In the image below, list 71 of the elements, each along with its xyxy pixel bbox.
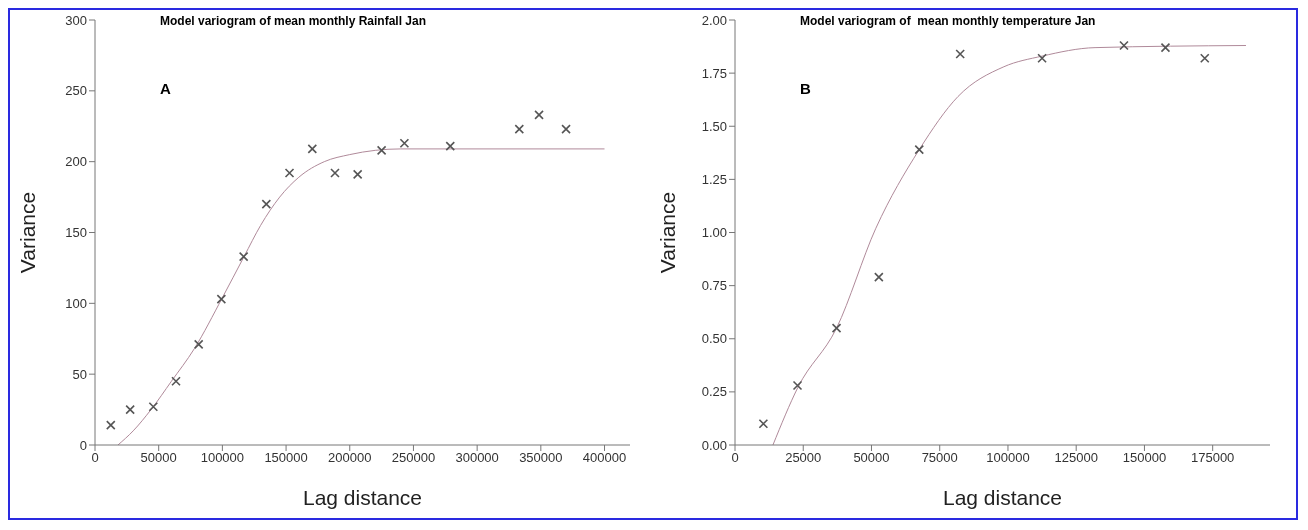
y-tick-label: 0.75 — [701, 278, 727, 294]
x-tick-label: 400000 — [582, 450, 627, 466]
y-tick-label: 150 — [65, 225, 87, 241]
y-tick-label: 0 — [79, 437, 87, 453]
x-tick-label: 175000 — [1190, 450, 1235, 466]
x-tick-label: 150000 — [1122, 450, 1167, 466]
point — [376, 145, 387, 156]
x-tick-label: 300000 — [455, 450, 499, 466]
point — [955, 49, 965, 59]
x-tick-label: 0 — [91, 450, 99, 466]
y-tick-label: 0.00 — [701, 437, 727, 453]
x-tick-label: 125000 — [1054, 450, 1098, 466]
point — [330, 168, 340, 178]
point — [758, 418, 769, 429]
point — [1160, 42, 1171, 53]
y-axis-title: Variance — [16, 191, 40, 274]
y-tick-label: 1.25 — [701, 171, 727, 187]
x-axis-title: Lag distance — [302, 486, 423, 509]
x-tick-label: 100000 — [986, 450, 1030, 466]
point — [1119, 40, 1129, 51]
point — [914, 144, 925, 155]
point — [792, 380, 803, 391]
y-tick-label: 2.00 — [701, 12, 727, 28]
y-tick-label: 1.75 — [701, 65, 727, 81]
point — [561, 124, 571, 134]
point — [514, 124, 525, 134]
x-tick-label: 25000 — [785, 450, 822, 466]
y-tick-label: 200 — [65, 154, 87, 170]
point — [534, 110, 544, 120]
point — [238, 251, 249, 262]
point — [193, 339, 204, 350]
x-tick-label: 75000 — [921, 450, 958, 466]
point — [261, 199, 272, 209]
y-axis-title: Variance — [656, 191, 680, 274]
point — [445, 141, 456, 151]
y-tick-label: 250 — [65, 83, 87, 99]
x-tick-label: 0 — [731, 450, 739, 466]
line-series — [117, 148, 606, 445]
point — [1037, 53, 1047, 64]
point — [284, 168, 295, 178]
y-tick-label: 1.50 — [701, 118, 727, 134]
y-tick-label: 1.00 — [701, 225, 727, 241]
y-tick-label: 100 — [65, 295, 87, 311]
y-tick-label: 0.25 — [701, 384, 727, 400]
point — [831, 323, 842, 333]
point — [106, 420, 116, 430]
x-tick-label: 250000 — [391, 450, 436, 466]
chart-title: Model variogram of mean monthly Rainfall Jan — [160, 14, 427, 28]
point — [307, 144, 318, 154]
x-tick-label: 50000 — [140, 450, 177, 466]
point — [216, 294, 227, 304]
x-axis-title: Lag distance — [942, 486, 1063, 509]
point — [399, 138, 410, 149]
point — [125, 404, 135, 415]
chart-title: Model variogram of mean monthly temperature Jan — [800, 14, 1096, 28]
point — [148, 401, 159, 412]
x-tick-label: 150000 — [264, 450, 308, 466]
point — [171, 376, 181, 387]
x-tick-label: 200000 — [328, 450, 372, 466]
x-tick-label: 350000 — [519, 450, 563, 466]
x-tick-label: 100000 — [200, 450, 245, 466]
y-tick-label: 300 — [65, 12, 87, 28]
y-tick-label: 0.50 — [701, 331, 727, 347]
y-tick-label: 50 — [72, 366, 87, 382]
line-series — [772, 45, 1247, 445]
x-tick-label: 50000 — [853, 450, 890, 466]
annotation: A — [160, 80, 171, 97]
point — [352, 169, 363, 180]
annotation: B — [800, 80, 811, 97]
point — [1199, 53, 1210, 64]
point — [874, 272, 884, 282]
